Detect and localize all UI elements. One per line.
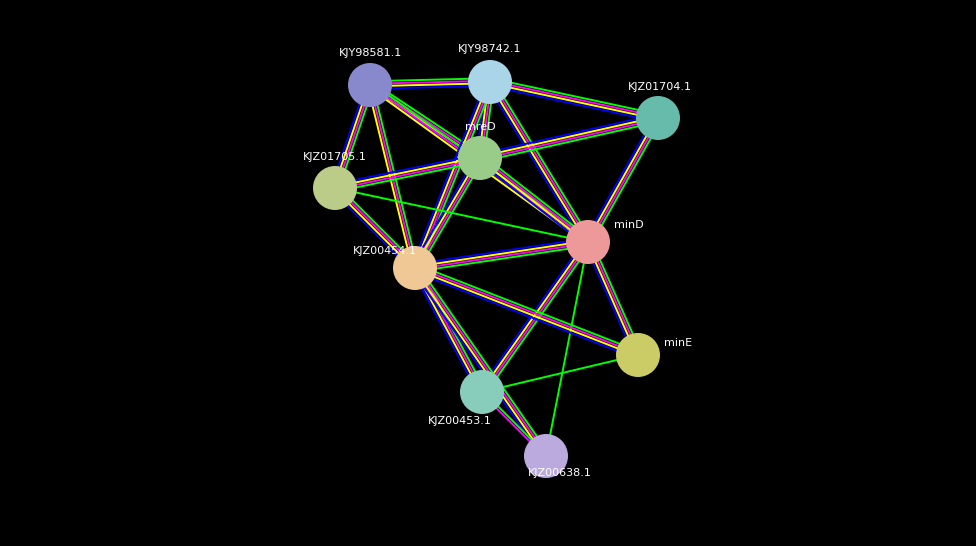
Text: KJY98742.1: KJY98742.1 [459,44,522,54]
Text: KJY98581.1: KJY98581.1 [339,48,402,58]
Circle shape [524,434,568,478]
Text: mreD: mreD [465,122,495,132]
Circle shape [566,220,610,264]
Circle shape [458,136,502,180]
Circle shape [468,60,512,104]
Text: KJZ00453.1: KJZ00453.1 [428,416,492,426]
Text: KJZ01704.1: KJZ01704.1 [628,82,692,92]
Circle shape [348,63,392,107]
Text: minE: minE [664,338,692,348]
Text: minD: minD [614,220,643,230]
Circle shape [460,370,504,414]
Circle shape [393,246,437,290]
Circle shape [313,166,357,210]
Text: KJZ01705.1: KJZ01705.1 [304,152,367,162]
Circle shape [636,96,680,140]
Text: KJZ00454.1: KJZ00454.1 [353,246,417,256]
Circle shape [616,333,660,377]
Text: KJZ00638.1: KJZ00638.1 [528,468,591,478]
